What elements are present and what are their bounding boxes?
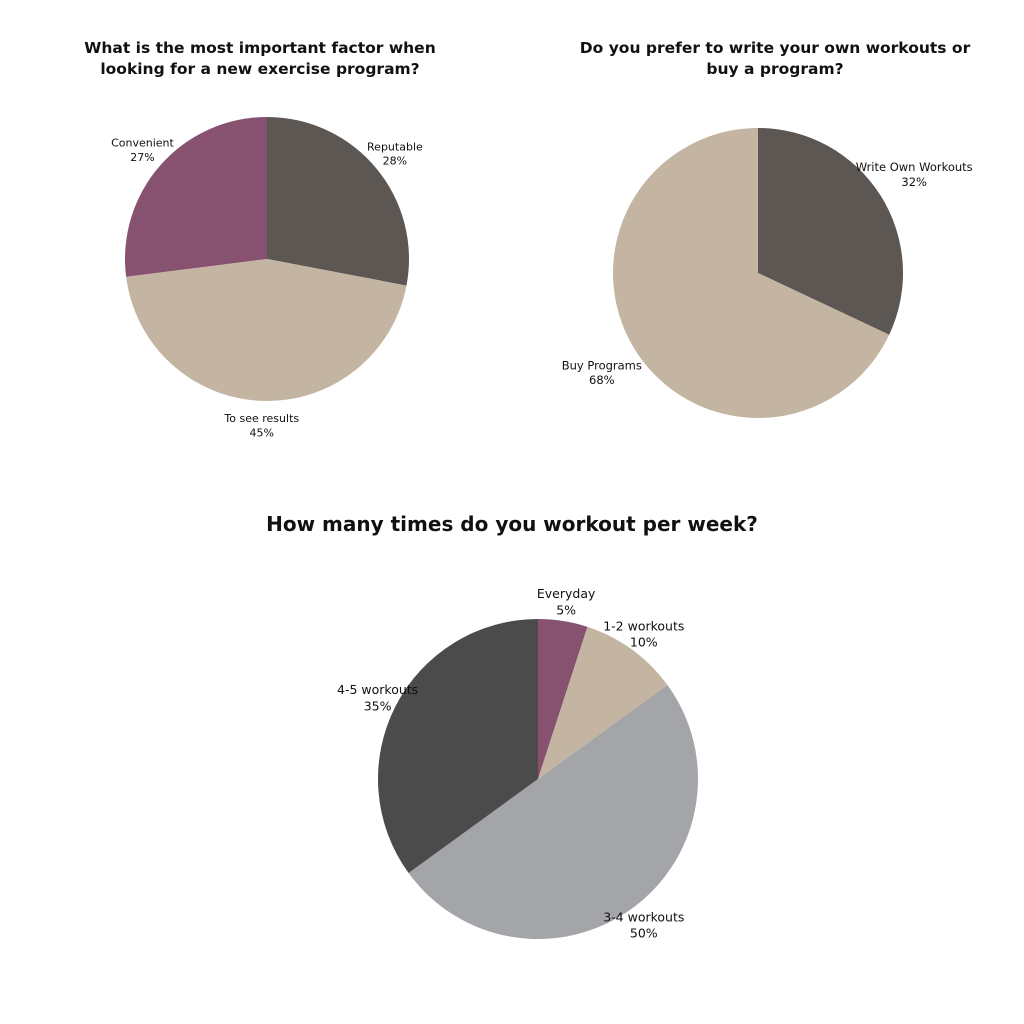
slice-label-4-5-workouts: 4-5 workouts 35%	[337, 682, 418, 713]
chart-title-write-or-buy: Do you prefer to write your own workouts…	[579, 39, 971, 78]
slice-label-1-2-workouts: 1-2 workouts 10%	[603, 618, 684, 649]
slice-label-to-see-results: To see results 45%	[223, 412, 299, 439]
pie-slice-to-see-results	[126, 259, 407, 402]
pie-slice-convenient	[124, 117, 267, 277]
pie-slice-write-own-workouts	[758, 128, 903, 335]
pie-slice-everyday	[538, 619, 588, 779]
slice-label-convenient: Convenient 27%	[111, 136, 174, 163]
slice-label-write-own-workouts: Write Own Workouts 32%	[856, 160, 973, 189]
pie-slice-reputable	[267, 117, 409, 286]
slice-label-everyday: Everyday 5%	[537, 586, 596, 617]
slice-label-buy-programs: Buy Programs 68%	[562, 358, 642, 387]
pie-slice-1-2-workouts	[538, 626, 668, 779]
pie-slice-3-4-workouts	[408, 684, 699, 939]
pie-slice-buy-programs	[613, 128, 890, 418]
slice-label-reputable: Reputable 28%	[367, 140, 423, 167]
chart-title-workouts-per-week: How many times do you workout per week?	[266, 512, 758, 536]
chart-title-exercise-factor: What is the most important factor when l…	[84, 39, 436, 78]
slice-label-3-4-workouts: 3-4 workouts 50%	[603, 909, 684, 940]
pie-slice-4-5-workouts	[378, 619, 538, 874]
